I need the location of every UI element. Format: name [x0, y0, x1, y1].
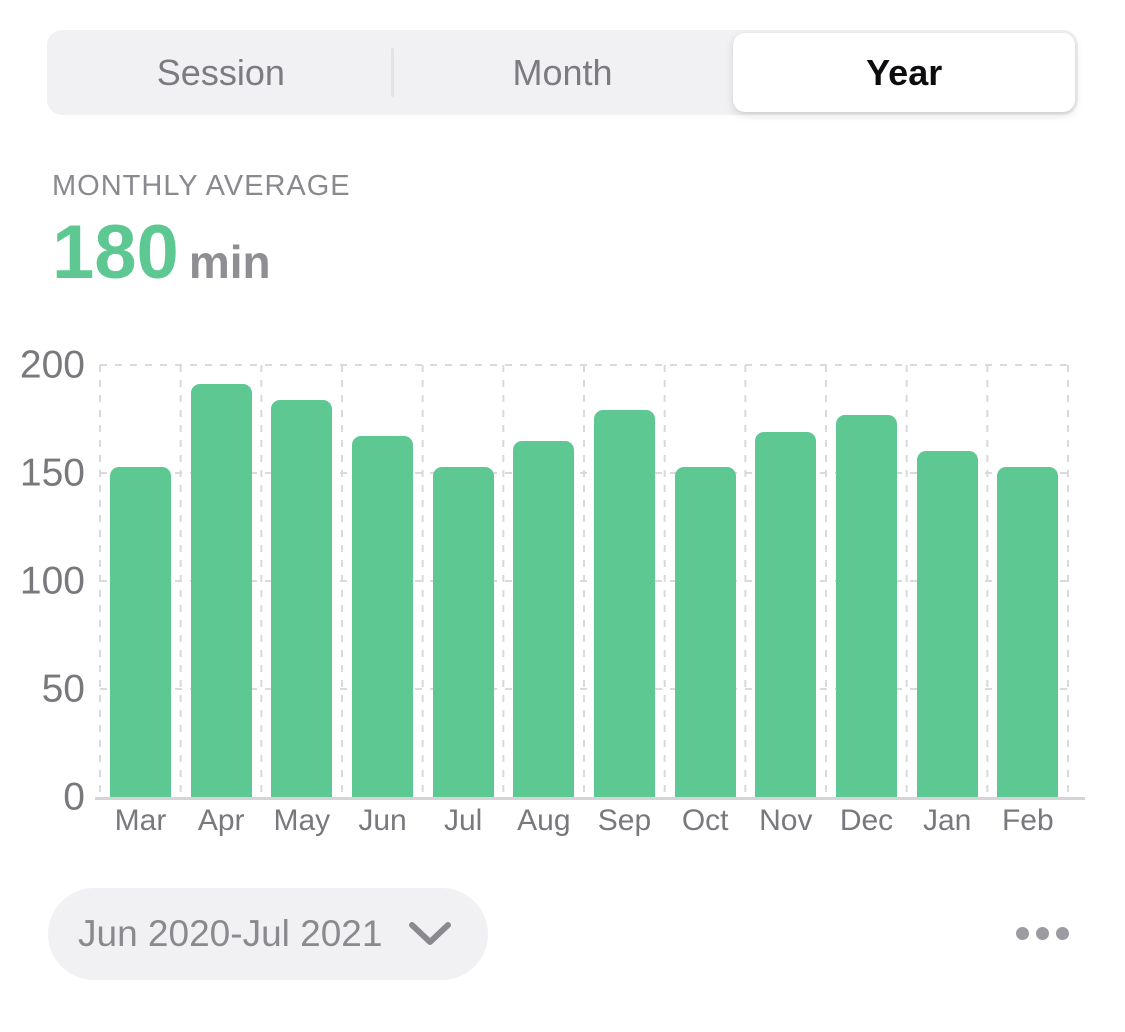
chevron-down-icon	[409, 922, 452, 945]
bar-sep[interactable]	[593, 410, 655, 797]
bar-dec[interactable]	[835, 414, 897, 797]
bar-jun[interactable]	[351, 436, 413, 797]
bar-oct[interactable]	[674, 466, 736, 797]
summary-block: MONTHLY AVERAGE 180 min	[52, 170, 351, 291]
x-tick-apr: Apr	[197, 804, 245, 837]
x-tick-jan: Jan	[922, 804, 972, 837]
bar-nov[interactable]	[755, 431, 817, 797]
x-tick-oct: Oct	[681, 804, 729, 837]
x-tick-mar: Mar	[114, 804, 167, 837]
tab-session[interactable]: Session	[50, 33, 392, 112]
bar-jul[interactable]	[432, 466, 494, 797]
x-tick-dec: Dec	[839, 804, 894, 837]
period-selector-button[interactable]: Jun 2020-Jul 2021	[48, 888, 489, 980]
ellipsis-icon	[1015, 926, 1069, 940]
x-tick-jul: Jul	[443, 804, 483, 837]
period-label: Jun 2020-Jul 2021	[78, 913, 383, 954]
y-tick-100: 100	[19, 559, 85, 603]
bar-chart: 0 50 100 150 200 Mar Apr May Jun Jul Aug Sep Oct Nov…	[0, 345, 1125, 865]
more-options-button[interactable]	[1002, 905, 1082, 961]
bar-mar[interactable]	[109, 466, 171, 797]
tab-year[interactable]: Year	[733, 33, 1076, 112]
chart-plot-area	[100, 365, 1068, 797]
x-tick-sep: Sep	[597, 804, 652, 837]
segment-divider	[391, 48, 394, 97]
x-tick-nov: Nov	[759, 804, 813, 837]
bar-apr[interactable]	[190, 384, 252, 797]
monthly-average-value: 180	[52, 210, 179, 295]
x-tick-jun: Jun	[358, 804, 407, 837]
y-tick-150: 150	[19, 451, 85, 495]
x-tick-may: May	[273, 804, 331, 837]
bar-jan[interactable]	[916, 451, 978, 797]
time-range-segmented-control: Session Month Year	[47, 30, 1078, 115]
monthly-average-label: MONTHLY AVERAGE	[52, 170, 351, 202]
y-tick-50: 50	[41, 667, 85, 711]
x-tick-aug: Aug	[517, 804, 571, 837]
y-tick-0: 0	[63, 775, 85, 819]
chart-gridlines	[95, 364, 1085, 800]
x-tick-feb: Feb	[1001, 804, 1054, 837]
monthly-average-value-row: 180 min	[52, 215, 351, 291]
y-tick-200: 200	[19, 343, 85, 387]
bar-feb[interactable]	[997, 466, 1059, 797]
monthly-average-unit: min	[188, 236, 271, 288]
tab-month[interactable]: Month	[392, 33, 734, 112]
bar-may[interactable]	[271, 399, 333, 797]
bar-aug[interactable]	[513, 440, 575, 797]
